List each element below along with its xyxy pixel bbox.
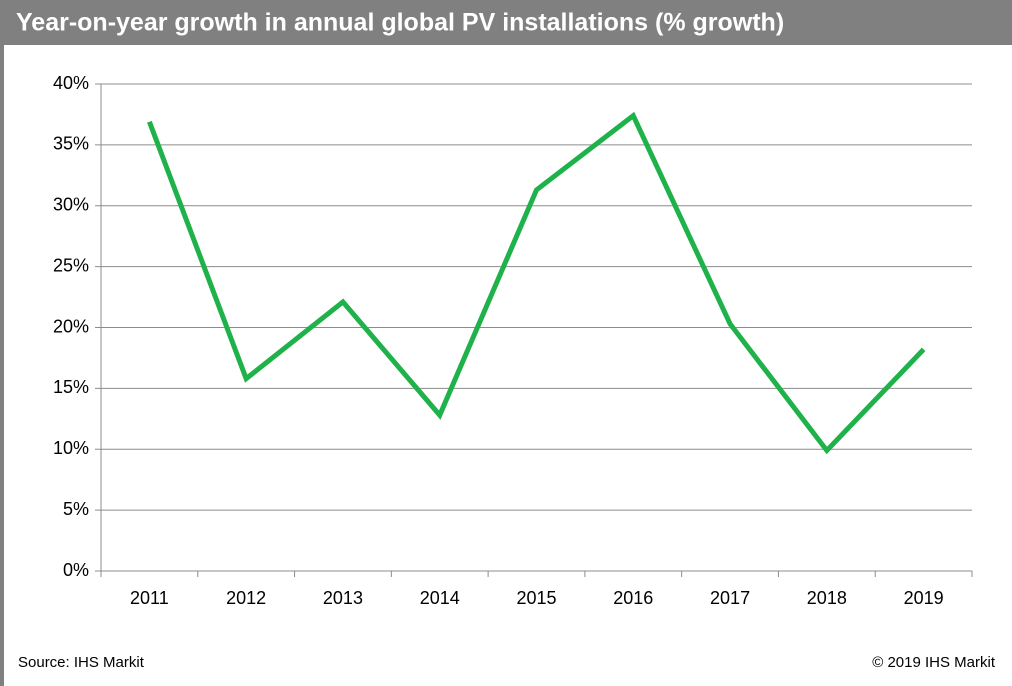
x-tick-label: 2018 <box>807 588 847 608</box>
y-tick-label: 0% <box>63 560 89 580</box>
data-line <box>147 111 926 455</box>
y-tick-label: 5% <box>63 499 89 519</box>
x-tick-label: 2017 <box>710 588 750 608</box>
x-tick-label: 2012 <box>226 588 266 608</box>
x-tick-label: 2019 <box>904 588 944 608</box>
x-tick-label: 2016 <box>613 588 653 608</box>
y-tick-label: 30% <box>53 195 89 215</box>
header-bar <box>0 0 1012 45</box>
x-tick-label: 2015 <box>516 588 556 608</box>
source-note: Source: IHS Markit <box>18 654 145 671</box>
y-tick-label: 10% <box>53 438 89 458</box>
left-border <box>0 45 4 686</box>
chart-title: Year-on-year growth in annual global PV … <box>16 9 784 37</box>
y-tick-label: 20% <box>53 316 89 336</box>
copyright-note: © 2019 IHS Markit <box>872 654 996 671</box>
y-tick-label: 35% <box>53 134 89 154</box>
x-tick-label: 2013 <box>323 588 363 608</box>
y-tick-label: 15% <box>53 377 89 397</box>
x-tick-label: 2011 <box>130 588 169 608</box>
y-tick-label: 25% <box>53 255 89 275</box>
x-tick-label: 2014 <box>420 588 460 608</box>
y-tick-label: 40% <box>53 73 89 93</box>
